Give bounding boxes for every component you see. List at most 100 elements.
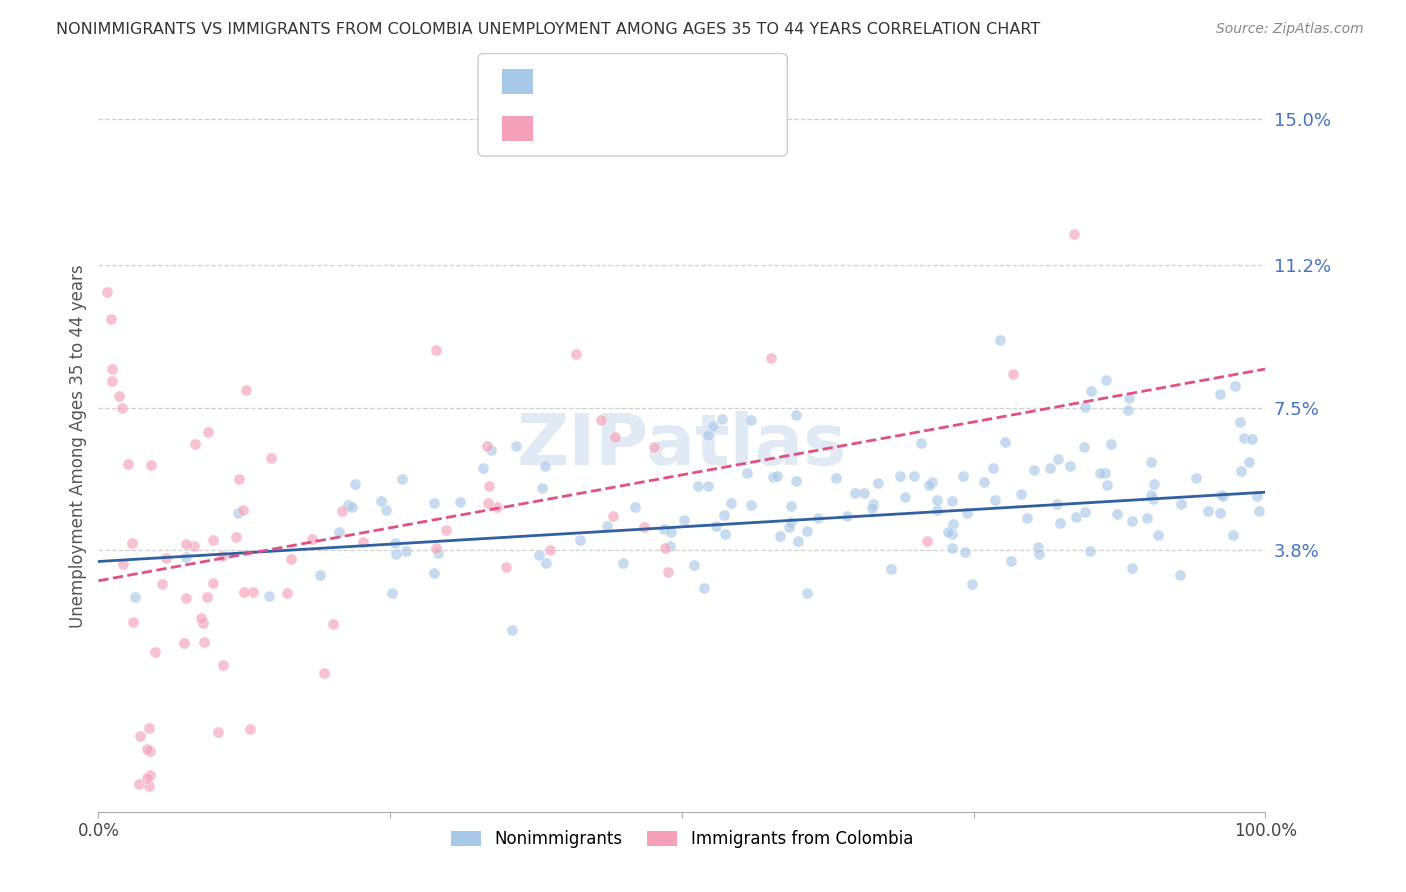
Point [232, 502, 254, 516]
Point [235, 384, 257, 398]
Point [941, 541, 963, 556]
Point [868, 475, 890, 490]
Point [340, 500, 363, 514]
Point [807, 511, 830, 525]
Point [713, 508, 735, 522]
Point [903, 469, 925, 483]
Point [1022, 463, 1045, 477]
Point [624, 500, 647, 515]
Point [1094, 466, 1116, 480]
Point [352, 535, 374, 549]
Point [796, 524, 818, 539]
Point [766, 468, 789, 483]
Point [1233, 432, 1256, 446]
Point [150, 577, 173, 591]
Point [894, 490, 917, 504]
Point [139, 744, 162, 758]
Point [994, 434, 1017, 449]
Point [1230, 464, 1253, 478]
Point [1142, 492, 1164, 507]
Point [1121, 561, 1143, 575]
Point [425, 541, 447, 556]
Point [375, 503, 398, 517]
Point [720, 496, 742, 510]
Point [1099, 436, 1122, 450]
Point [1095, 373, 1118, 387]
Point [956, 506, 979, 520]
Point [657, 565, 679, 579]
Point [981, 461, 1004, 475]
Point [495, 560, 517, 574]
Point [1121, 514, 1143, 528]
Point [391, 472, 413, 486]
Point [128, 729, 150, 743]
Point [779, 500, 801, 514]
Point [328, 524, 350, 539]
Point [953, 545, 976, 559]
Point [1046, 497, 1069, 511]
Point [1028, 548, 1050, 562]
Point [425, 343, 447, 357]
Point [472, 460, 495, 475]
Point [228, 472, 250, 486]
Point [475, 439, 498, 453]
Point [927, 493, 949, 508]
Point [301, 532, 323, 546]
Point [1209, 488, 1232, 502]
Legend: Nonimmigrants, Immigrants from Colombia: Nonimmigrants, Immigrants from Colombia [444, 823, 920, 855]
Text: N =: N = [641, 71, 697, 91]
Point [769, 529, 792, 543]
Y-axis label: Unemployment Among Ages 35 to 44 years: Unemployment Among Ages 35 to 44 years [69, 264, 87, 628]
Point [477, 496, 499, 510]
Point [330, 504, 353, 518]
Point [128, 777, 150, 791]
Point [225, 530, 247, 544]
Point [942, 517, 965, 532]
Point [100, 312, 122, 326]
Point [143, 645, 166, 659]
Point [534, 556, 557, 570]
Point [1185, 471, 1208, 485]
Point [190, 611, 212, 625]
Point [212, 658, 235, 673]
Point [1105, 507, 1128, 521]
Point [661, 524, 683, 539]
Point [321, 616, 343, 631]
Point [1247, 503, 1270, 517]
Point [927, 503, 949, 517]
Point [1097, 478, 1119, 492]
Point [155, 550, 177, 565]
Text: NONIMMIGRANTS VS IMMIGRANTS FROM COLOMBIA UNEMPLOYMENT AMONG AGES 35 TO 44 YEARS: NONIMMIGRANTS VS IMMIGRANTS FROM COLOMBI… [56, 22, 1040, 37]
Point [533, 459, 555, 474]
Point [201, 576, 224, 591]
Point [1209, 386, 1232, 401]
Point [786, 534, 808, 549]
Point [1208, 506, 1230, 520]
Point [1059, 459, 1081, 474]
Point [633, 520, 655, 534]
Point [486, 500, 509, 515]
Point [1136, 511, 1159, 525]
Point [176, 537, 198, 551]
Point [136, 772, 159, 786]
Point [385, 547, 408, 561]
Point [1168, 568, 1191, 582]
Text: 0.222: 0.222 [586, 71, 648, 91]
Point [110, 401, 132, 415]
Point [852, 486, 875, 500]
Point [259, 589, 281, 603]
Point [844, 486, 866, 500]
Text: 73: 73 [683, 119, 717, 138]
Point [654, 541, 676, 555]
Text: ZIPatlas: ZIPatlas [517, 411, 846, 481]
Point [184, 436, 207, 450]
Point [201, 533, 224, 547]
Point [565, 347, 588, 361]
Point [141, 458, 163, 473]
Point [1118, 391, 1140, 405]
Point [693, 581, 716, 595]
Point [173, 636, 195, 650]
Point [960, 577, 983, 591]
Point [138, 779, 160, 793]
Point [1046, 452, 1069, 467]
